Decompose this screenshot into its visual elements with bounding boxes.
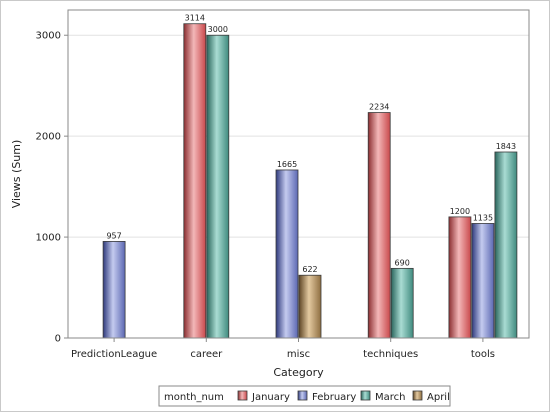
axes: 0 1000 2000 3000 PredictionLeague career misc t… <box>36 31 495 360</box>
bar <box>494 151 518 339</box>
y-tick-label: 0 <box>55 334 61 345</box>
bar <box>275 169 299 339</box>
bar <box>471 223 495 339</box>
bar <box>448 216 472 339</box>
bar <box>183 23 207 339</box>
bar <box>102 241 126 339</box>
data-label: 1665 <box>277 160 297 169</box>
legend-label: April <box>427 392 450 403</box>
x-tick-label: career <box>190 349 223 360</box>
y-tick-label: 3000 <box>36 31 61 42</box>
legend-label: March <box>375 392 405 403</box>
x-axis-title: Category <box>273 366 324 379</box>
legend-label: February <box>312 392 356 403</box>
data-label: 2234 <box>369 103 389 112</box>
legend: month_num January February March April <box>158 385 451 407</box>
data-label: 957 <box>106 231 121 240</box>
data-label: 3114 <box>185 14 205 23</box>
y-tick-label: 2000 <box>36 132 61 143</box>
bar <box>206 34 230 339</box>
legend-swatch <box>297 390 308 401</box>
legend-swatch <box>412 390 423 401</box>
data-label: 622 <box>302 265 317 274</box>
y-axis-title: Views (Sum) <box>10 140 23 209</box>
data-label: 690 <box>395 258 410 267</box>
x-tick-label: tools <box>471 349 495 360</box>
bar <box>390 267 414 339</box>
bar <box>367 112 391 339</box>
legend-items: January February March April <box>237 390 450 403</box>
legend-title: month_num <box>164 392 224 403</box>
bars <box>102 23 518 339</box>
data-label: 1135 <box>473 213 493 222</box>
legend-swatch <box>360 390 371 401</box>
data-label: 1200 <box>450 207 470 216</box>
legend-swatch <box>237 390 248 401</box>
y-tick-label: 1000 <box>36 233 61 244</box>
x-tick-label: PredictionLeague <box>71 349 157 360</box>
bar <box>298 274 322 339</box>
x-tick-label: misc <box>287 349 310 360</box>
legend-label: January <box>251 392 290 403</box>
data-label: 1843 <box>496 142 516 151</box>
x-tick-label: techniques <box>363 349 418 360</box>
data-label: 3000 <box>208 25 228 34</box>
